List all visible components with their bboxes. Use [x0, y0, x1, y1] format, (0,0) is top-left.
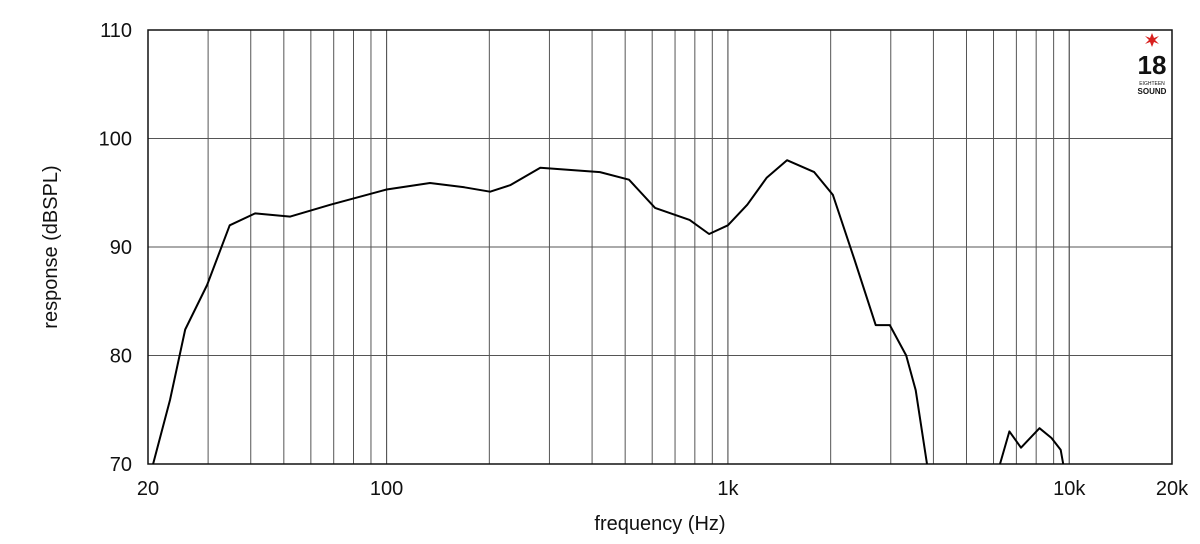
y-tick-label: 110 [100, 20, 132, 42]
logo-star [1145, 33, 1159, 47]
x-tick-label: 10k [1053, 478, 1086, 500]
y-tick-label: 80 [110, 346, 132, 368]
logo-brand: SOUND [1138, 87, 1167, 96]
response-curve [152, 159, 1065, 465]
logo: 18 EIGHTEEN SOUND [1138, 33, 1167, 96]
plot-frame [147, 29, 1173, 465]
logo-number: 18 [1138, 50, 1167, 80]
x-tick-label: 20 [137, 478, 159, 500]
x-tick-label: 1k [717, 478, 739, 500]
x-tick-label: 100 [370, 478, 403, 500]
y-tick-label: 90 [110, 237, 132, 259]
x-axis-title: frequency (Hz) [594, 513, 725, 535]
x-tick-label: 20k [1156, 478, 1189, 500]
y-tick-label: 70 [110, 454, 132, 476]
y-axis-title: response (dBSPL) [40, 165, 62, 328]
logo-small: EIGHTEEN [1139, 81, 1165, 87]
y-tick-label: 100 [99, 129, 132, 151]
grid [147, 29, 1173, 465]
